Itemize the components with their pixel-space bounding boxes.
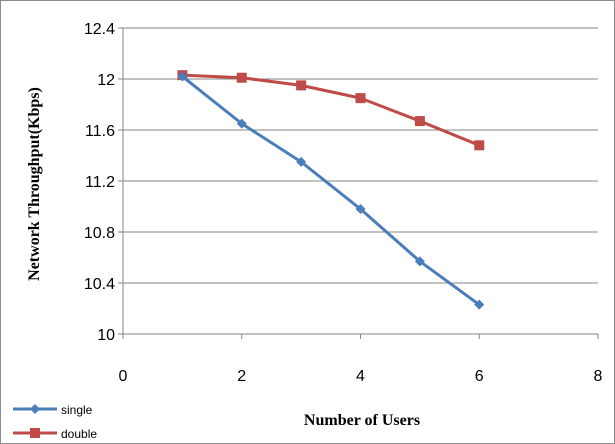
legend-label-single: single — [61, 403, 93, 417]
data-point-single — [355, 204, 366, 215]
data-point-double — [414, 116, 425, 127]
x-tick-label: 0 — [119, 368, 128, 385]
legend: single double — [13, 403, 97, 441]
data-point-double — [355, 93, 366, 104]
x-tick-label: 6 — [475, 368, 484, 385]
y-tick-label: 12.4 — [84, 21, 115, 38]
series-layer — [177, 70, 485, 310]
data-point-single — [474, 299, 485, 310]
data-point-single — [177, 71, 188, 82]
legend-marker-double — [30, 428, 40, 438]
data-point-double — [296, 80, 307, 91]
y-tick-label: 12 — [97, 72, 115, 89]
y-axis-title: Network Throughput(Kbps) — [26, 87, 43, 281]
series-line-single — [181, 75, 481, 306]
x-tick-label: 4 — [356, 368, 365, 385]
legend-marker-single — [30, 404, 40, 414]
y-tick-label: 10.4 — [84, 276, 115, 293]
y-tick-label: 10.8 — [84, 225, 115, 242]
legend-entry-double: double — [13, 427, 97, 441]
data-point-single — [414, 256, 425, 267]
x-axis-title: Number of Users — [304, 412, 420, 429]
y-tick-label: 11.6 — [85, 123, 115, 140]
data-point-single — [296, 156, 307, 167]
legend-label-double: double — [61, 427, 97, 441]
axes — [118, 27, 599, 339]
series-single — [177, 71, 485, 310]
x-tick-label: 8 — [594, 368, 603, 385]
series-line-double — [182, 73, 480, 147]
legend-entry-single: single — [13, 403, 93, 417]
data-point-double — [474, 140, 485, 151]
tick-labels: 10 10.4 10.8 11.2 11.6 12 12.4 0 2 4 6 8 — [84, 21, 603, 385]
data-point-double — [236, 72, 247, 83]
y-tick-label: 10 — [97, 327, 115, 344]
x-tick-label: 2 — [237, 368, 246, 385]
data-point-single — [236, 118, 247, 129]
y-tick-label: 11.2 — [85, 174, 115, 191]
grid-lines — [123, 27, 598, 284]
